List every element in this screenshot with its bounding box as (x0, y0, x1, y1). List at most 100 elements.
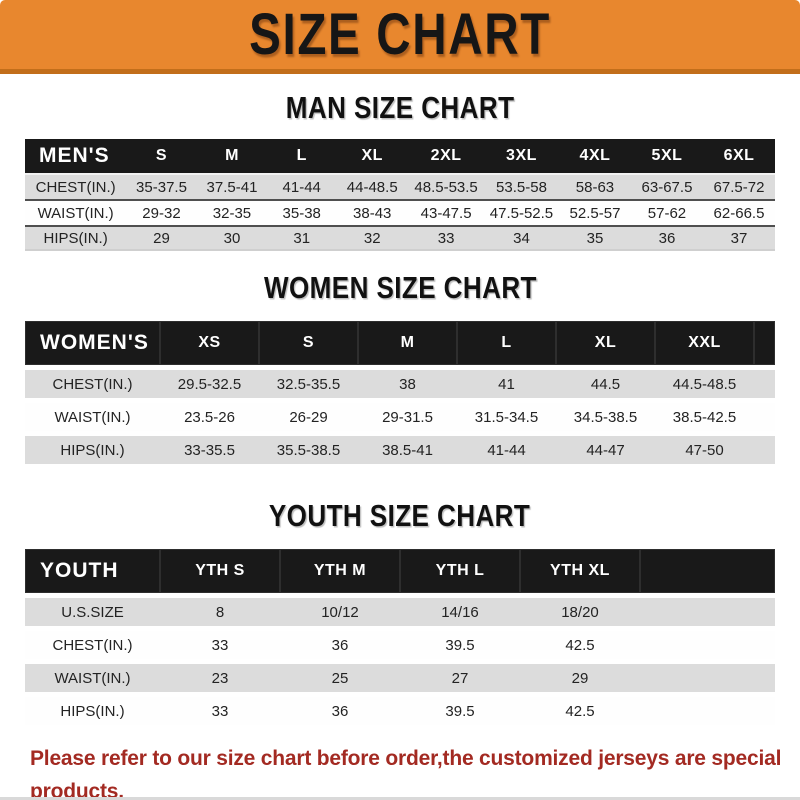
size-value-cell: 67.5-72 (702, 173, 775, 199)
size-value-cell: 14/16 (400, 593, 520, 626)
row-label-cell: CHEST(IN.) (25, 626, 160, 659)
size-value-cell: 41 (457, 365, 556, 398)
size-value-cell: 39.5 (400, 692, 520, 725)
size-value-cell: 29 (126, 225, 197, 251)
size-value-cell: 33 (160, 692, 280, 725)
size-header-cell: YTH XL (520, 549, 640, 593)
size-header-cell: XXL (655, 321, 754, 365)
size-value-cell: 42.5 (520, 692, 640, 725)
row-label-cell: WAIST(IN.) (25, 398, 160, 431)
size-value-cell: 47-50 (655, 431, 754, 464)
size-header-cell: XL (336, 139, 409, 173)
youth-section: YOUTH SIZE CHART YOUTH YTH S YTH M YTH L YTH… (0, 498, 800, 725)
youth-heading-text: YOUTH SIZE CHART (269, 498, 531, 533)
women-section-heading: WOMEN SIZE CHART (0, 270, 800, 306)
measurement-row: HIPS(IN.) 33-35.5 35.5-38.5 38.5-41 41-44 44-… (25, 431, 775, 464)
size-value-cell (640, 692, 775, 725)
size-value-cell: 37.5-41 (196, 173, 268, 199)
table-title-cell: MEN'S (25, 139, 127, 173)
measurement-row: CHEST(IN.) 29.5-32.5 32.5-35.5 38 41 44.5 44.5… (25, 365, 775, 398)
men-heading-text: MAN SIZE CHART (285, 90, 515, 125)
size-value-cell: 35-38 (267, 199, 337, 225)
size-header-cell: L (267, 139, 337, 173)
size-value-cell: 32 (336, 225, 409, 251)
youth-section-heading: YOUTH SIZE CHART (0, 498, 800, 534)
size-header-cell (640, 549, 775, 593)
size-value-cell: 29.5-32.5 (160, 365, 259, 398)
size-value-cell: 23.5-26 (160, 398, 259, 431)
size-header-cell: XS (160, 321, 259, 365)
size-header-cell: 3XL (483, 139, 559, 173)
size-header-cell: YTH S (160, 549, 280, 593)
size-chart-title: SIZE CHART (249, 2, 551, 67)
row-label-cell: WAIST(IN.) (25, 199, 127, 225)
women-heading-text: WOMEN SIZE CHART (263, 270, 537, 305)
size-value-cell: 29-32 (126, 199, 197, 225)
size-value-cell: 35 (558, 225, 631, 251)
size-value-cell: 10/12 (280, 593, 400, 626)
size-value-cell: 26-29 (259, 398, 358, 431)
size-value-cell: 39.5 (400, 626, 520, 659)
men-size-table: MEN'S S M L XL 2XL 3XL 4XL 5XL 6XL CHEST(IN.) 35-37… (25, 139, 775, 251)
table-title-cell: YOUTH (25, 549, 160, 593)
size-value-cell: 34 (483, 225, 559, 251)
women-section: WOMEN SIZE CHART WOMEN'S XS S M L XL XXL CHEST(… (0, 270, 800, 464)
size-value-cell: 63-67.5 (630, 173, 703, 199)
row-label-cell: HIPS(IN.) (25, 692, 160, 725)
size-header-cell: XL (556, 321, 655, 365)
size-value-cell: 58-63 (558, 173, 631, 199)
size-header-cell: M (358, 321, 457, 365)
size-value-cell: 33 (160, 626, 280, 659)
size-value-cell: 44.5 (556, 365, 655, 398)
size-value-cell: 34.5-38.5 (556, 398, 655, 431)
size-value-cell: 43-47.5 (408, 199, 484, 225)
measurement-row: WAIST(IN.) 23.5-26 26-29 29-31.5 31.5-34.5 34… (25, 398, 775, 431)
measurement-row: CHEST(IN.) 35-37.5 37.5-41 41-44 44-48.5 48.5… (25, 173, 775, 199)
size-value-cell: 53.5-58 (483, 173, 559, 199)
size-header-cell: L (457, 321, 556, 365)
size-value-cell: 47.5-52.5 (483, 199, 559, 225)
size-value-cell: 38.5-42.5 (655, 398, 754, 431)
size-value-cell: 44-48.5 (336, 173, 409, 199)
size-value-cell: 62-66.5 (702, 199, 775, 225)
size-value-cell: 25 (280, 659, 400, 692)
size-header-cell: 4XL (558, 139, 631, 173)
table-header-row: WOMEN'S XS S M L XL XXL (25, 321, 775, 365)
row-label-cell: HIPS(IN.) (25, 431, 160, 464)
measurement-row: HIPS(IN.) 29 30 31 32 33 34 35 36 37 (25, 225, 775, 251)
men-section: MAN SIZE CHART MEN'S S M L XL 2XL 3XL 4XL 5XL 6XL… (0, 90, 800, 251)
size-value-cell: 38.5-41 (358, 431, 457, 464)
row-label-cell: HIPS(IN.) (25, 225, 127, 251)
size-header-cell: S (259, 321, 358, 365)
measurement-row: WAIST(IN.) 23 25 27 29 (25, 659, 775, 692)
measurement-row: U.S.SIZE 8 10/12 14/16 18/20 (25, 593, 775, 626)
size-value-cell: 30 (196, 225, 268, 251)
size-value-cell: 29 (520, 659, 640, 692)
size-value-cell: 29-31.5 (358, 398, 457, 431)
size-value-cell: 44.5-48.5 (655, 365, 754, 398)
size-header-cell: 5XL (630, 139, 703, 173)
size-value-cell: 48.5-53.5 (408, 173, 484, 199)
size-value-cell: 33 (408, 225, 484, 251)
size-value-cell: 35-37.5 (126, 173, 197, 199)
size-value-cell: 36 (630, 225, 703, 251)
size-value-cell: 41-44 (267, 173, 337, 199)
size-value-cell: 38 (358, 365, 457, 398)
size-header-cell: YTH L (400, 549, 520, 593)
row-label-cell: CHEST(IN.) (25, 365, 160, 398)
size-value-cell: 36 (280, 692, 400, 725)
size-value-cell: 36 (280, 626, 400, 659)
size-chart-banner: SIZE CHART (0, 0, 800, 74)
table-title-cell: WOMEN'S (25, 321, 160, 365)
size-value-cell: 35.5-38.5 (259, 431, 358, 464)
size-header-cell: S (126, 139, 197, 173)
size-value-cell: 27 (400, 659, 520, 692)
size-header-cell: YTH M (280, 549, 400, 593)
size-value-cell: 42.5 (520, 626, 640, 659)
size-value-cell: 8 (160, 593, 280, 626)
size-header-cell (754, 321, 775, 365)
size-value-cell (640, 593, 775, 626)
youth-size-table: YOUTH YTH S YTH M YTH L YTH XL U.S.SIZE 8 10/12… (25, 549, 775, 725)
size-value-cell: 23 (160, 659, 280, 692)
